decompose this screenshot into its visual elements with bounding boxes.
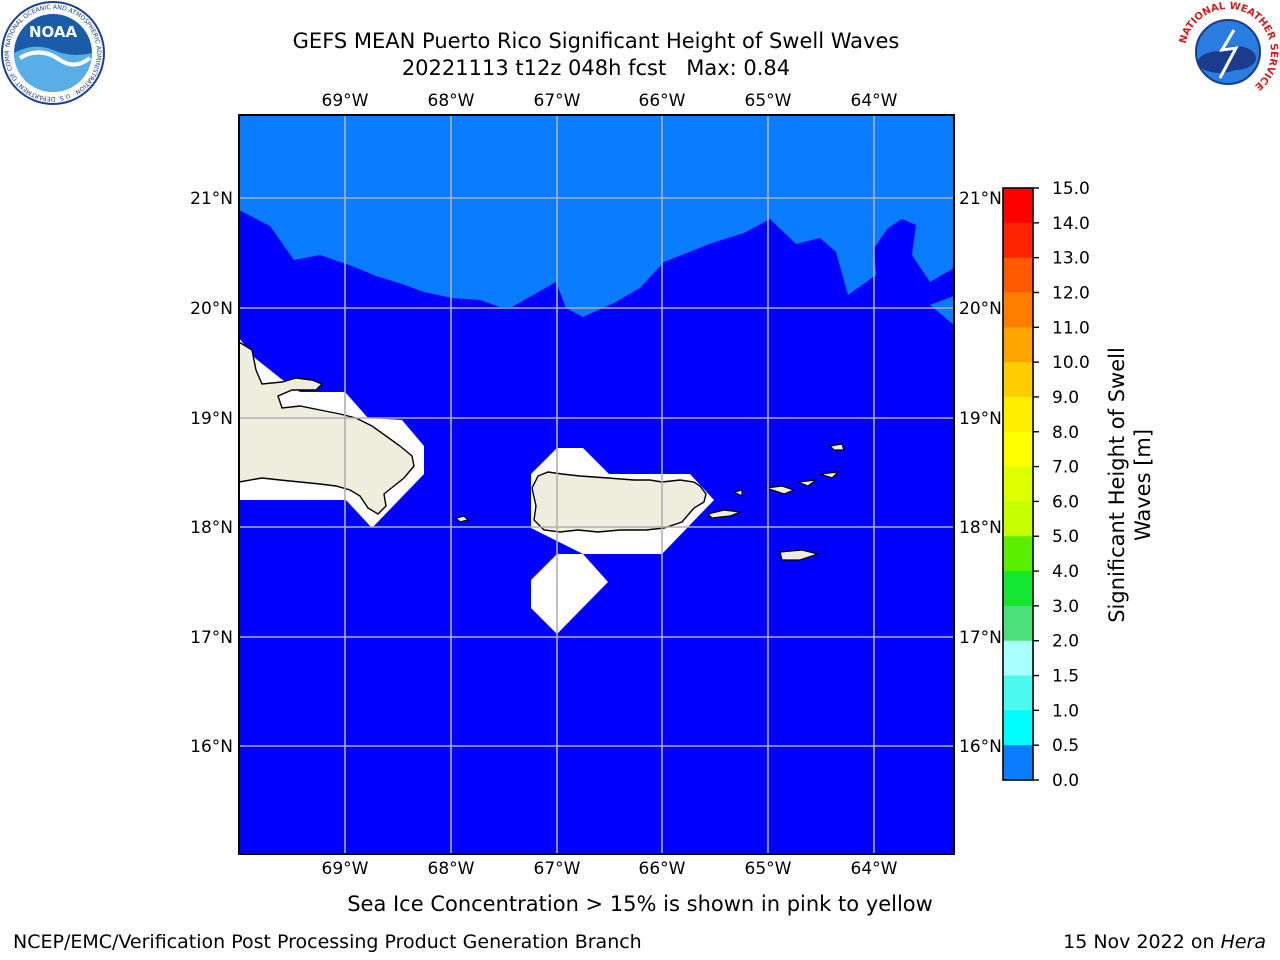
map: 69°W 68°W 67°W 66°W 65°W 64°W 69°W 68°W …	[190, 91, 1002, 879]
colorbar-label-line2: Waves [m]	[1131, 429, 1155, 541]
anegada	[828, 443, 845, 451]
colorbar-swatch	[1003, 188, 1033, 224]
colorbar-tick-label: 10.0	[1052, 353, 1090, 373]
colorbar-swatch	[1003, 501, 1033, 537]
colorbar-label-line1: Significant Height of Swell	[1105, 347, 1129, 623]
lon-label-top: 67°W	[534, 91, 581, 111]
colorbar-swatch	[1003, 675, 1033, 711]
colorbar-swatch	[1003, 710, 1033, 746]
colorbar-swatch	[1003, 327, 1033, 363]
footer-branch: NCEP/EMC/Verification Post Processing Pr…	[13, 931, 642, 953]
lon-label-top: 66°W	[639, 91, 686, 111]
lat-label-left: 20°N	[190, 299, 233, 319]
colorbar-tick-label: 2.0	[1052, 632, 1079, 652]
colorbar-swatch	[1003, 292, 1033, 328]
colorbar-swatch	[1003, 431, 1033, 468]
colorbar-tick-label: 11.0	[1052, 318, 1090, 338]
colorbar-tick-label: 12.0	[1052, 283, 1090, 303]
noaa-wordmark: NOAA	[29, 23, 78, 41]
title-line2: 20221113 t12z 048h fcst Max: 0.84	[402, 56, 790, 80]
lon-label-top: 69°W	[322, 91, 369, 111]
lon-label-bottom: 64°W	[851, 859, 898, 879]
colorbar-swatch	[1003, 466, 1033, 502]
title-line1: GEFS MEAN Puerto Rico Significant Height…	[293, 29, 900, 53]
colorbar-swatch	[1003, 536, 1033, 572]
colorbar-ticks: 15.0 14.0 13.0 12.0 11.0 10.0 9.0 8.0 7.0 6.0 5.0 4…	[1033, 179, 1090, 791]
footer-host: Hera	[1220, 931, 1266, 953]
puerto-rico-land	[531, 471, 707, 533]
colorbar-swatch	[1003, 745, 1033, 781]
lat-label-right: 20°N	[959, 299, 1002, 319]
colorbar-tick-label: 8.0	[1052, 423, 1079, 443]
footer-date-text: 15 Nov 2022 on	[1063, 931, 1215, 953]
colorbar-tick-label: 13.0	[1052, 249, 1090, 269]
lon-label-bottom: 68°W	[428, 859, 475, 879]
colorbar-tick-label: 6.0	[1052, 492, 1079, 512]
map-frame	[238, 114, 955, 855]
virgin-islands	[765, 471, 840, 495]
noaa-logo: NATIONAL OCEANIC AND ATMOSPHERIC ADMINIS…	[0, 0, 105, 105]
colorbar-frame	[1002, 187, 1034, 781]
ocean-mid-field-east	[930, 296, 954, 325]
lon-label-top: 65°W	[745, 91, 792, 111]
graticule	[239, 115, 954, 854]
colorbar-tick-label: 4.0	[1052, 562, 1079, 582]
colorbar-swatch	[1003, 571, 1033, 607]
lon-label-bottom: 67°W	[534, 859, 581, 879]
vieques	[706, 509, 741, 519]
nws-logo: NATIONAL WEATHER SERVICE	[1178, 1, 1279, 102]
lat-label-left: 16°N	[190, 737, 233, 757]
lon-label-top: 64°W	[851, 91, 898, 111]
lat-label-left: 17°N	[190, 628, 233, 648]
culebra	[732, 489, 743, 497]
colorbar-tick-label: 15.0	[1052, 179, 1090, 199]
mona-nodata	[531, 554, 608, 634]
lat-label-right: 21°N	[959, 189, 1002, 209]
lat-label-right: 16°N	[959, 737, 1002, 757]
lon-label-top: 68°W	[428, 91, 475, 111]
lat-label-left: 18°N	[190, 518, 233, 538]
colorbar-tick-label: 0.5	[1052, 736, 1079, 756]
colorbar-tick-label: 3.0	[1052, 597, 1079, 617]
colorbar-tick-label: 1.5	[1052, 667, 1079, 687]
st-croix	[779, 549, 821, 561]
lon-label-bottom: 66°W	[639, 859, 686, 879]
hispaniola-land	[239, 341, 415, 515]
lat-label-left: 21°N	[190, 189, 233, 209]
colorbar-swatch	[1003, 222, 1033, 259]
sea-ice-note: Sea Ice Concentration > 15% is shown in …	[347, 892, 933, 916]
footer-date: 15 Nov 2022 on Hera	[1063, 931, 1266, 953]
ocean-mid-field	[239, 115, 954, 317]
colorbar-swatch	[1003, 362, 1033, 398]
lon-label-bottom: 69°W	[322, 859, 369, 879]
colorbar-tick-label: 5.0	[1052, 527, 1079, 547]
lon-label-bottom: 65°W	[745, 859, 792, 879]
colorbar-swatch	[1003, 257, 1033, 293]
colorbar-tick-label: 7.0	[1052, 458, 1079, 478]
colorbar-tick-label: 1.0	[1052, 701, 1079, 721]
mona-island	[454, 515, 470, 523]
colorbar-tick-label: 9.0	[1052, 388, 1079, 408]
colorbar-tick-label: 14.0	[1052, 214, 1090, 234]
lat-label-right: 17°N	[959, 628, 1002, 648]
lat-label-right: 18°N	[959, 518, 1002, 538]
lat-label-left: 19°N	[190, 409, 233, 429]
colorbar-swatch	[1003, 640, 1033, 677]
colorbar-tick-label: 0.0	[1052, 771, 1079, 791]
colorbar-swatches	[1003, 188, 1033, 781]
lat-label-right: 19°N	[959, 409, 1002, 429]
colorbar-swatch	[1003, 396, 1033, 433]
colorbar: 15.0 14.0 13.0 12.0 11.0 10.0 9.0 8.0 7.0 6.0 5.0 4…	[1002, 179, 1155, 791]
colorbar-swatch	[1003, 605, 1033, 642]
